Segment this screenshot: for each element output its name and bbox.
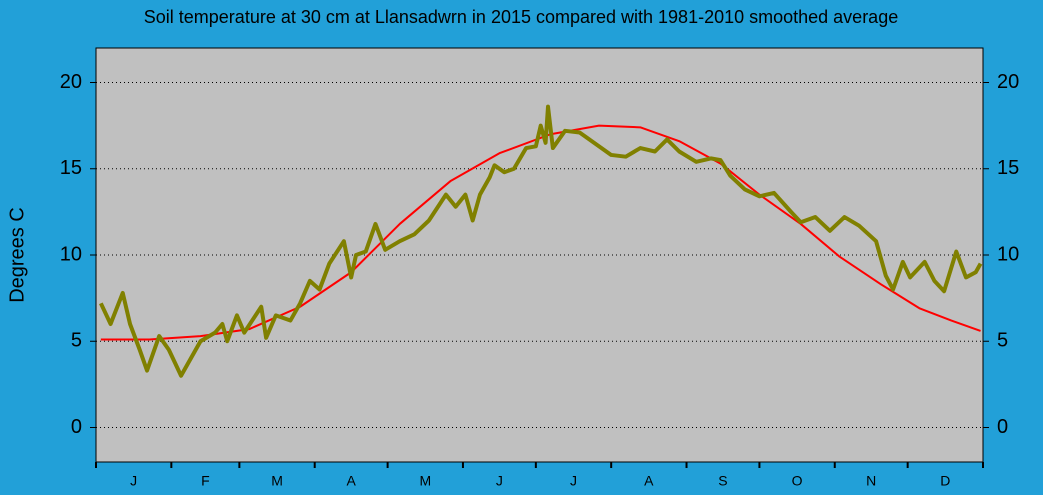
- x-tick-label: J: [496, 473, 503, 489]
- y2-tick-label: 10: [997, 243, 1019, 265]
- y2-tick-label: 5: [997, 330, 1008, 352]
- y2-tick-label: 20: [997, 71, 1019, 93]
- x-tick-label: O: [792, 473, 803, 489]
- x-tick-label: A: [346, 473, 356, 489]
- y-tick-label: 15: [60, 157, 82, 179]
- series-line: [99, 104, 983, 378]
- y-tick-label: 0: [71, 416, 82, 438]
- x-tick-label: N: [866, 473, 876, 489]
- plot-area: [95, 47, 984, 463]
- y2-tick-label: 0: [997, 416, 1008, 438]
- x-tick-label: M: [419, 473, 431, 489]
- y-tick-label: 20: [60, 71, 82, 93]
- x-tick-label: D: [940, 473, 950, 489]
- x-tick-label: F: [201, 473, 210, 489]
- series-line: [100, 124, 981, 341]
- x-tick-label: A: [644, 473, 654, 489]
- x-tick-label: J: [130, 473, 137, 489]
- y-tick-label: 5: [71, 330, 82, 352]
- y-axis-label: Degrees C: [6, 207, 28, 303]
- y-tick-label: 10: [60, 243, 82, 265]
- x-tick-label: J: [570, 473, 577, 489]
- x-tick-label: M: [271, 473, 283, 489]
- y2-tick-label: 15: [997, 157, 1019, 179]
- x-tick-label: S: [718, 473, 727, 489]
- chart-title: Soil temperature at 30 cm at Llansadwrn …: [144, 7, 898, 27]
